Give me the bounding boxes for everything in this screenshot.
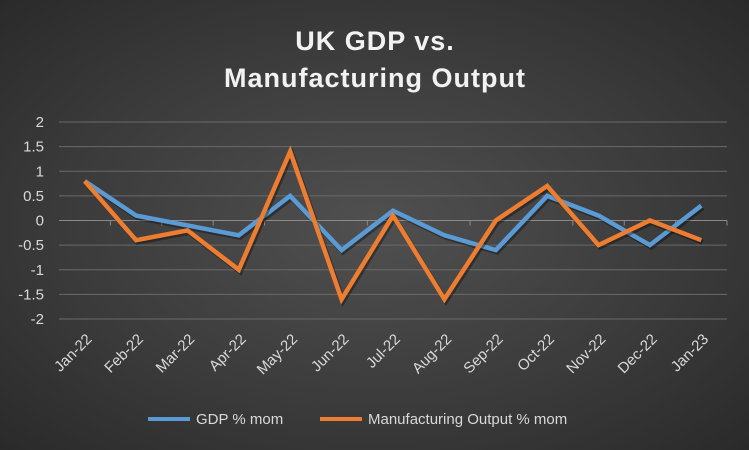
chart-title-line-2: Manufacturing Output <box>224 63 526 93</box>
chart-title-line-1: UK GDP vs. <box>295 26 455 56</box>
y-tick-label: 0 <box>36 213 44 230</box>
legend: GDP % mom Manufacturing Output % mom <box>148 411 567 428</box>
y-tick-label: -2 <box>31 311 44 328</box>
x-tick-label: Jan-23 <box>668 331 712 375</box>
x-tick-label: Dec-22 <box>615 331 661 377</box>
y-tick-label: 2 <box>36 114 44 131</box>
y-tick-label: 1.5 <box>23 139 44 156</box>
y-tick-label: 0.5 <box>23 188 44 205</box>
y-tick-label: -0.5 <box>18 237 44 254</box>
x-tick-label: Jan-22 <box>51 331 95 375</box>
x-tick-label: Sep-22 <box>460 331 506 377</box>
y-tick-label: 1 <box>36 163 44 180</box>
legend-label-manufacturing: Manufacturing Output % mom <box>368 411 567 428</box>
y-tick-label: -1.5 <box>18 286 44 303</box>
x-tick-label: Apr-22 <box>206 331 250 375</box>
x-tick-label: Jul-22 <box>363 331 404 372</box>
x-tick-label: Feb-22 <box>101 331 147 377</box>
x-tick-label: May-22 <box>254 331 301 378</box>
x-tick-label: Mar-22 <box>153 331 199 377</box>
legend-label-gdp: GDP % mom <box>196 411 283 428</box>
x-tick-label: Oct-22 <box>514 331 558 375</box>
x-tick-label: Aug-22 <box>409 331 455 377</box>
y-tick-label: -1 <box>31 262 44 279</box>
x-tick-label: Jun-22 <box>308 331 352 375</box>
x-tick-label: Nov-22 <box>563 331 609 377</box>
